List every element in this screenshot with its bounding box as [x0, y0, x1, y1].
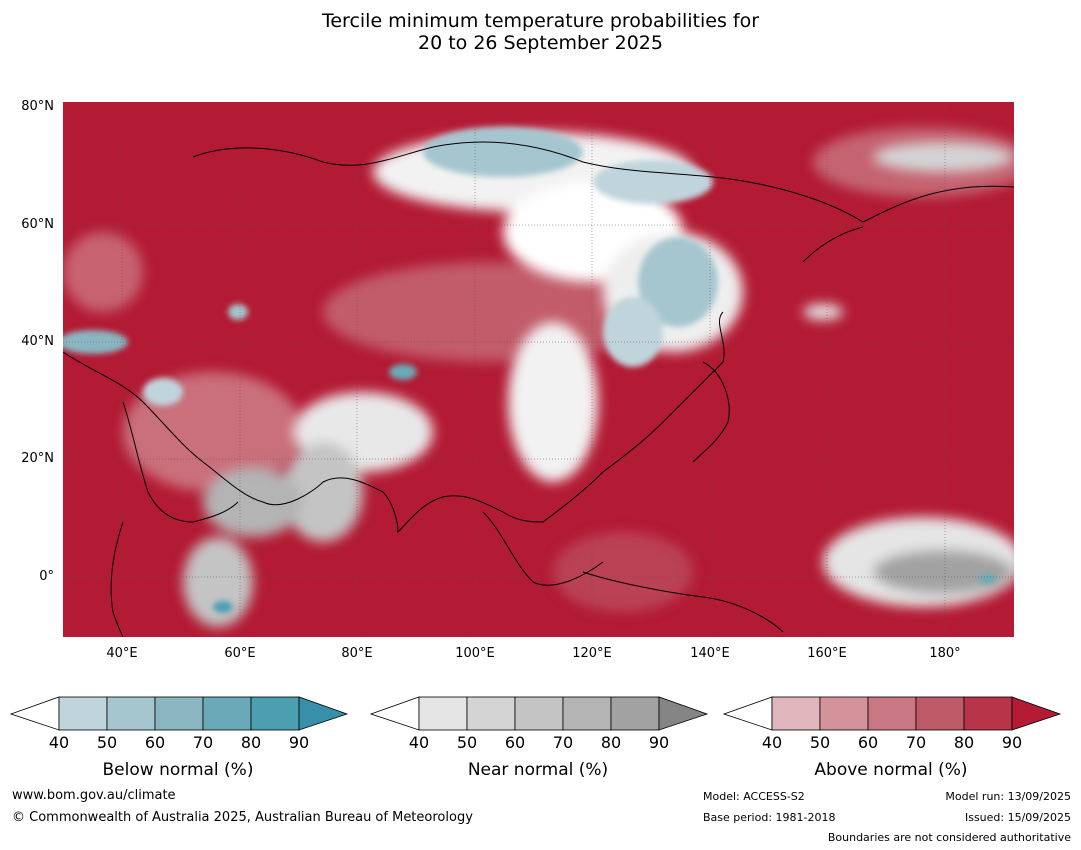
title-line-1: Tercile minimum temperature probabilitie…: [321, 10, 760, 32]
footer-disclaimer: Boundaries are not considered authoritat…: [827, 831, 1071, 844]
colorbar-below-normal-segment: [154, 696, 204, 731]
colorbar-below-normal-over-triangle: [298, 696, 349, 731]
colorbar-tick-label: 90: [288, 733, 310, 752]
colorbar-near-normal-segment: [610, 696, 660, 731]
map-gridlines: [63, 102, 1014, 637]
colorbar-above-normal-segment: [819, 696, 869, 731]
chart-title: Tercile minimum temperature probabilitie…: [0, 10, 1081, 54]
lat-label-20n: 20°N: [21, 451, 54, 466]
lon-label-80e: 80°E: [341, 646, 373, 661]
lon-label-160e: 160°E: [807, 646, 847, 661]
lon-label-60e: 60°E: [224, 646, 256, 661]
colorbar-tick-label: 40: [48, 733, 70, 752]
lat-label-40n: 40°N: [21, 334, 54, 349]
colorbar-tick-label: 80: [600, 733, 622, 752]
lat-label-60n: 60°N: [21, 217, 54, 232]
colorbar-below-normal: [10, 696, 349, 731]
colorbar-near-normal-under-triangle: [370, 696, 420, 731]
legend-label-below-normal: Below normal (%): [102, 760, 254, 780]
footer-copyright: © Commonwealth of Australia 2025, Austra…: [12, 810, 473, 825]
colorbar-tick-label: 80: [240, 733, 262, 752]
probability-map: [63, 102, 1014, 637]
title-line-2: 20 to 26 September 2025: [418, 32, 663, 54]
footer-base-period: Base period: 1981-2018: [703, 811, 836, 824]
colorbar-above-normal-segment: [771, 696, 821, 731]
colorbar-tick-label: 40: [761, 733, 783, 752]
colorbar-tick-label: 80: [953, 733, 975, 752]
colorbar-tick-label: 70: [552, 733, 574, 752]
colorbar-tick-label: 40: [408, 733, 430, 752]
lon-label-100e: 100°E: [455, 646, 495, 661]
lat-label-0: 0°: [39, 569, 54, 584]
colorbar-tick-label: 70: [905, 733, 927, 752]
lon-label-180: 180°: [929, 646, 961, 661]
legend-label-above-normal: Above normal (%): [814, 760, 968, 780]
colorbar-tick-label: 60: [857, 733, 879, 752]
colorbar-tick-label: 90: [1001, 733, 1023, 752]
colorbar-above-normal-under-triangle: [723, 696, 773, 731]
legend-label-near-normal: Near normal (%): [467, 760, 609, 780]
colorbar-above-normal-segment: [867, 696, 917, 731]
colorbar-near-normal: [370, 696, 709, 731]
colorbar-below-normal-under-triangle: [10, 696, 60, 731]
footer-model: Model: ACCESS-S2: [703, 790, 805, 803]
colorbar-tick-label: 70: [192, 733, 214, 752]
colorbar-tick-label: 60: [504, 733, 526, 752]
footer-issued: Issued: 15/09/2025: [964, 811, 1071, 824]
footer-url: www.bom.gov.au/climate: [12, 788, 176, 803]
footer-model-run: Model run: 13/09/2025: [945, 790, 1071, 803]
colorbar-tick-label: 50: [809, 733, 831, 752]
colorbar-near-normal-over-triangle: [658, 696, 709, 731]
colorbar-tick-label: 50: [96, 733, 118, 752]
colorbar-above-normal: [723, 696, 1062, 731]
colorbar-above-normal-over-triangle: [1011, 696, 1062, 731]
colorbar-below-normal-segment: [250, 696, 300, 731]
colorbar-above-normal-segment: [963, 696, 1013, 731]
colorbar-near-normal-segment: [514, 696, 564, 731]
colorbar-near-normal-segment: [466, 696, 516, 731]
coastlines: [63, 141, 1014, 637]
colorbar-tick-label: 90: [648, 733, 670, 752]
lat-label-80n: 80°N: [21, 99, 54, 114]
colorbar-near-normal-segment: [418, 696, 468, 731]
lon-label-120e: 120°E: [572, 646, 612, 661]
colorbar-tick-label: 60: [144, 733, 166, 752]
lon-label-140e: 140°E: [690, 646, 730, 661]
colorbar-below-normal-segment: [202, 696, 252, 731]
colorbar-near-normal-segment: [562, 696, 612, 731]
colorbar-above-normal-segment: [915, 696, 965, 731]
below-normal-areas: [63, 127, 997, 613]
colorbar-tick-label: 50: [456, 733, 478, 752]
colorbar-below-normal-segment: [58, 696, 108, 731]
colorbar-below-normal-segment: [106, 696, 156, 731]
lon-label-40e: 40°E: [106, 646, 138, 661]
